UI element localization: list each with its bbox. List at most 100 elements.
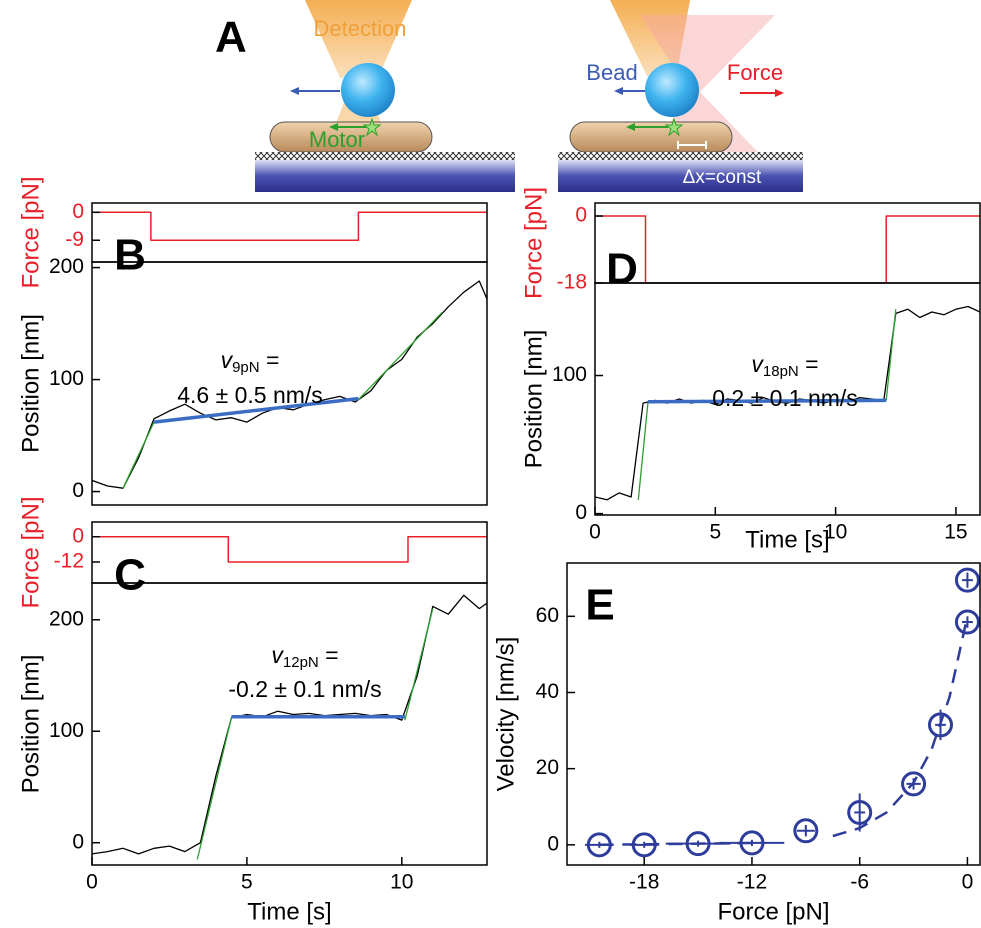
annotation: v9pN =: [221, 347, 280, 376]
y-axis-label: Position [nm]: [520, 330, 547, 469]
marker: [901, 771, 927, 797]
marker: [927, 712, 953, 738]
x-tick-label: -6: [850, 871, 869, 894]
plot: [595, 215, 980, 283]
y-tick-label: -9: [65, 228, 84, 251]
annotation-value: 4.6 ± 0.5 nm/s: [177, 382, 323, 408]
y-axis-label: Position [nm]: [17, 655, 44, 794]
y-tick-label: 100: [552, 363, 587, 386]
y-tick-label: 0: [575, 204, 587, 227]
panel-label: C: [114, 551, 146, 600]
plot-frame: [594, 282, 981, 516]
y-tick-label: 0: [72, 479, 84, 502]
plot-frame: [91, 521, 488, 584]
marker: [954, 609, 980, 635]
y-tick-label: 0: [72, 200, 84, 223]
annotation: v12pN =: [271, 642, 338, 671]
annotation-symbol: v: [271, 642, 284, 668]
x-tick-label: 0: [589, 521, 601, 544]
y-tick-label: -18: [557, 271, 587, 294]
y-tick-label: 0: [72, 830, 84, 853]
annotation-value: -0.2 ± 0.1 nm/s: [228, 676, 381, 702]
y-tick-label: 200: [49, 607, 84, 630]
annotation-equals: =: [319, 642, 339, 668]
surface: [558, 152, 803, 160]
plot: [92, 280, 487, 489]
x-tick-label: 0: [962, 871, 974, 894]
series-line: [647, 398, 887, 404]
annotation-symbol: v: [751, 351, 764, 377]
annotation-subscript: 12pN: [283, 654, 319, 671]
detection-beam: [610, 0, 690, 78]
panel-label: A: [215, 13, 247, 62]
y-tick-label: 0: [547, 832, 559, 855]
surface: [255, 152, 515, 160]
x-tick-label: 0: [86, 871, 98, 894]
plot: [595, 305, 980, 501]
series-line: [92, 211, 487, 242]
y-tick-label: -12: [54, 550, 84, 573]
arrow: [614, 87, 623, 95]
y-tick-label: 0: [575, 501, 587, 524]
distance-bar: [677, 141, 707, 149]
y-tick-label: 40: [536, 680, 559, 703]
plot-frame: [594, 202, 981, 284]
plot: [92, 535, 487, 563]
series-line: [92, 535, 487, 563]
plot: [584, 567, 980, 858]
annotation-subscript: 9pN: [232, 359, 260, 376]
x-tick-label: 5: [241, 871, 253, 894]
plot-frame: [91, 582, 488, 866]
annotation-symbol: v: [221, 347, 234, 373]
star: [362, 117, 382, 137]
y-tick-label: 60: [536, 604, 559, 627]
series-line: [196, 608, 434, 860]
y-tick-label: 20: [536, 756, 559, 779]
arrow: [290, 87, 299, 95]
panel-label: D: [606, 245, 638, 294]
substrate: [255, 160, 515, 192]
plot-frame: [566, 562, 981, 866]
x-tick-label: 15: [944, 521, 967, 544]
panel-a: A Detection Motor Bead Force Δx=const: [215, 0, 803, 192]
marker: [954, 567, 980, 593]
arrow: [329, 123, 338, 131]
marker: [847, 799, 873, 825]
y-axis-label: Velocity [nm/s]: [492, 637, 519, 792]
series-line: [637, 309, 897, 500]
x-axis-label: Time [s]: [745, 526, 829, 553]
x-tick-label: -18: [629, 871, 659, 894]
x-tick-label: 10: [824, 521, 847, 544]
x-tick-label: 5: [709, 521, 721, 544]
plot: [92, 211, 487, 242]
annotation-value: 0.2 ± 0.1 nm/s: [712, 385, 858, 411]
plot-frame: [91, 261, 488, 506]
annotation-equals: =: [260, 347, 280, 373]
motor-label: Motor: [309, 127, 365, 152]
y-tick-label: 100: [49, 367, 84, 390]
series-line: [92, 594, 487, 855]
series-line: [599, 616, 969, 847]
x-axis-label: Force [pN]: [717, 898, 829, 925]
detection-beam: [305, 0, 412, 78]
y-tick-label: 200: [49, 255, 84, 278]
x-axis-label: Time [s]: [247, 898, 331, 925]
annotation-subscript: 18pN: [763, 363, 799, 380]
arrow: [626, 123, 635, 131]
x-tick-label: 10: [390, 871, 413, 894]
plot: [92, 594, 487, 860]
force-label: Force: [727, 60, 783, 85]
y-axis-label: Force [pN]: [520, 187, 547, 299]
star: [664, 117, 684, 137]
series-line: [153, 396, 359, 424]
panel-label: E: [585, 581, 614, 630]
bead: [645, 63, 699, 117]
distance-label: Δx=const: [683, 167, 762, 188]
y-axis-label: Force [pN]: [17, 496, 44, 608]
annotation-equals: =: [799, 351, 819, 377]
y-axis-label: Force [pN]: [17, 176, 44, 288]
bead: [341, 63, 395, 117]
annotation: v18pN =: [751, 351, 818, 380]
x-tick-label: -12: [737, 871, 767, 894]
